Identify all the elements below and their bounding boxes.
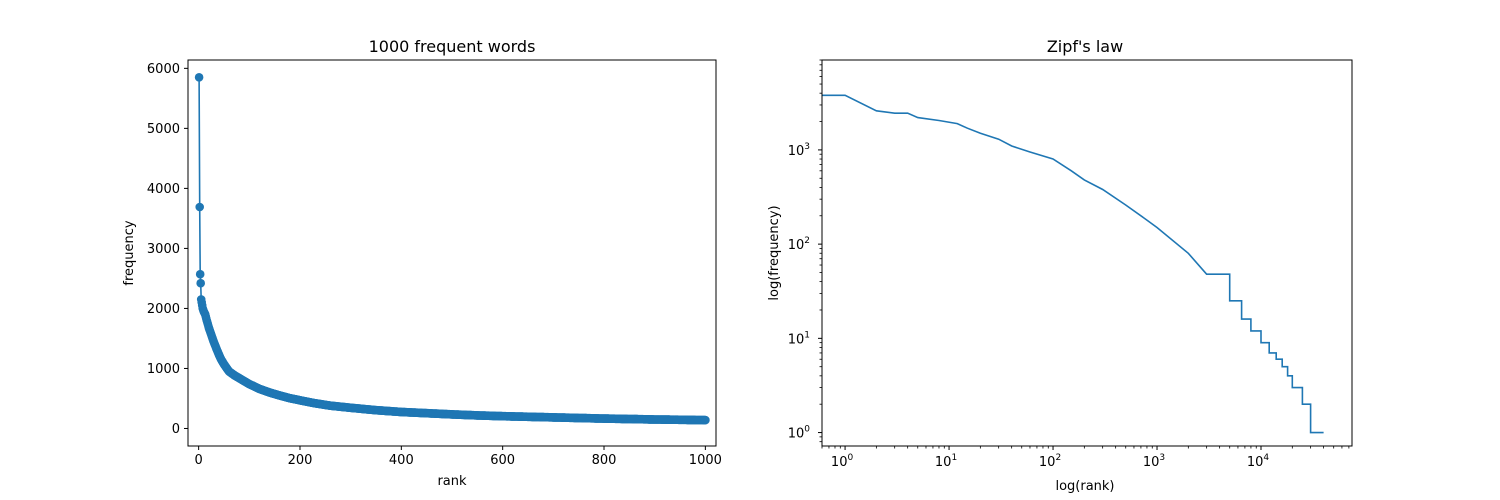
y-tick-label: 102 bbox=[788, 236, 810, 253]
y-axis-label: log(frequency) bbox=[767, 205, 782, 300]
x-tick-label: 800 bbox=[592, 453, 617, 468]
data-point bbox=[701, 415, 710, 425]
chart-title: Zipf's law bbox=[1047, 37, 1123, 56]
chart-zipfs-law: Zipf's law 100 101 102 103 104 100 101 102 103 l… bbox=[767, 37, 1353, 494]
y-tick-label: 101 bbox=[788, 330, 810, 347]
series-group bbox=[194, 73, 710, 425]
data-point bbox=[195, 202, 204, 212]
plot-frame bbox=[187, 59, 717, 447]
data-point bbox=[195, 269, 205, 279]
tick-group: 0 200 400 600 800 1000 0 1000 2000 3000 4000 5000 60… bbox=[147, 62, 722, 468]
y-tick-label: 1000 bbox=[147, 362, 180, 377]
x-tick-label: 0 bbox=[195, 453, 203, 468]
tick-group: 100 101 102 103 104 100 101 102 103 bbox=[788, 59, 1350, 470]
x-tick-label: 600 bbox=[490, 453, 515, 468]
x-tick-label: 1000 bbox=[689, 453, 722, 468]
y-tick-label: 5000 bbox=[147, 122, 180, 137]
chart-frequent-words: 1000 frequent words 0 200 400 600 800 1000 0 10… bbox=[122, 37, 722, 489]
plot-frame bbox=[821, 59, 1353, 447]
y-tick-label: 6000 bbox=[147, 62, 180, 77]
y-tick-label: 3000 bbox=[147, 242, 180, 257]
x-axis-label: rank bbox=[437, 474, 467, 489]
x-tick-label: 200 bbox=[288, 453, 313, 468]
chart-title: 1000 frequent words bbox=[369, 37, 536, 56]
series-line bbox=[198, 77, 706, 421]
data-point bbox=[194, 73, 204, 82]
x-tick-label: 100 bbox=[831, 453, 854, 470]
y-tick-label: 103 bbox=[788, 142, 810, 159]
x-tick-label: 101 bbox=[935, 453, 957, 470]
x-tick-label: 400 bbox=[389, 453, 414, 468]
y-tick-label: 2000 bbox=[147, 302, 180, 317]
y-tick-label: 4000 bbox=[147, 182, 180, 197]
data-point bbox=[196, 278, 205, 288]
y-tick-label: 100 bbox=[788, 425, 811, 442]
x-tick-label: 102 bbox=[1039, 453, 1061, 470]
x-axis-label: log(rank) bbox=[1055, 479, 1114, 494]
series-line bbox=[822, 94, 1324, 434]
y-tick-label: 0 bbox=[172, 422, 180, 437]
y-axis-label: frequency bbox=[122, 220, 137, 286]
x-tick-label: 103 bbox=[1143, 453, 1165, 470]
series-group bbox=[822, 94, 1324, 434]
x-tick-label: 104 bbox=[1247, 453, 1270, 470]
